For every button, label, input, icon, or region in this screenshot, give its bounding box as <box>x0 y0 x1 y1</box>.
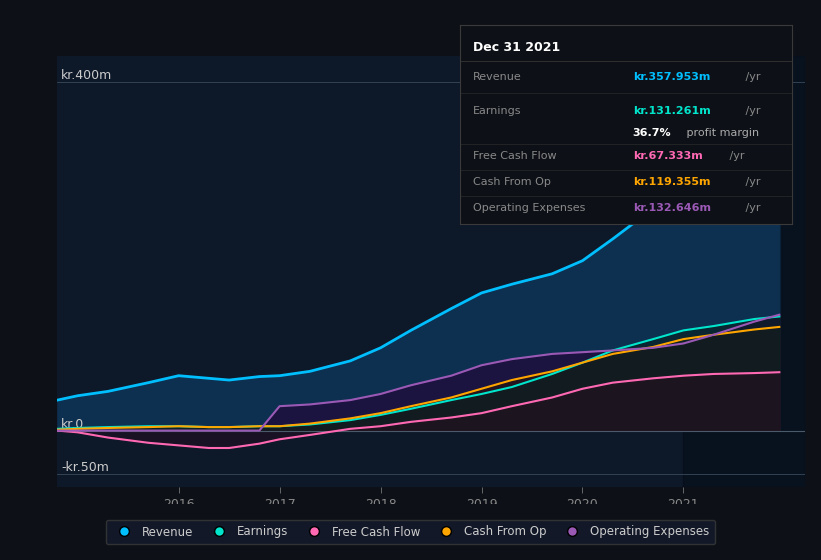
Text: profit margin: profit margin <box>682 128 759 138</box>
Text: /yr: /yr <box>742 203 761 213</box>
Text: 36.7%: 36.7% <box>633 128 672 138</box>
Text: kr.400m: kr.400m <box>62 69 112 82</box>
Text: kr.132.646m: kr.132.646m <box>633 203 711 213</box>
Text: /yr: /yr <box>742 72 761 82</box>
Text: Revenue: Revenue <box>473 72 522 82</box>
Text: kr.0: kr.0 <box>62 418 85 431</box>
Text: Earnings: Earnings <box>473 106 521 116</box>
Text: Operating Expenses: Operating Expenses <box>473 203 585 213</box>
Legend: Revenue, Earnings, Free Cash Flow, Cash From Op, Operating Expenses: Revenue, Earnings, Free Cash Flow, Cash … <box>106 520 715 544</box>
Text: Free Cash Flow: Free Cash Flow <box>473 151 557 161</box>
Text: /yr: /yr <box>742 106 761 116</box>
Text: /yr: /yr <box>742 178 761 187</box>
Text: kr.131.261m: kr.131.261m <box>633 106 710 116</box>
Text: kr.357.953m: kr.357.953m <box>633 72 710 82</box>
Text: kr.119.355m: kr.119.355m <box>633 178 710 187</box>
Text: Cash From Op: Cash From Op <box>473 178 551 187</box>
Text: kr.67.333m: kr.67.333m <box>633 151 703 161</box>
Bar <box>683 56 805 487</box>
Text: Dec 31 2021: Dec 31 2021 <box>473 41 560 54</box>
Text: /yr: /yr <box>726 151 745 161</box>
Text: -kr.50m: -kr.50m <box>62 461 109 474</box>
